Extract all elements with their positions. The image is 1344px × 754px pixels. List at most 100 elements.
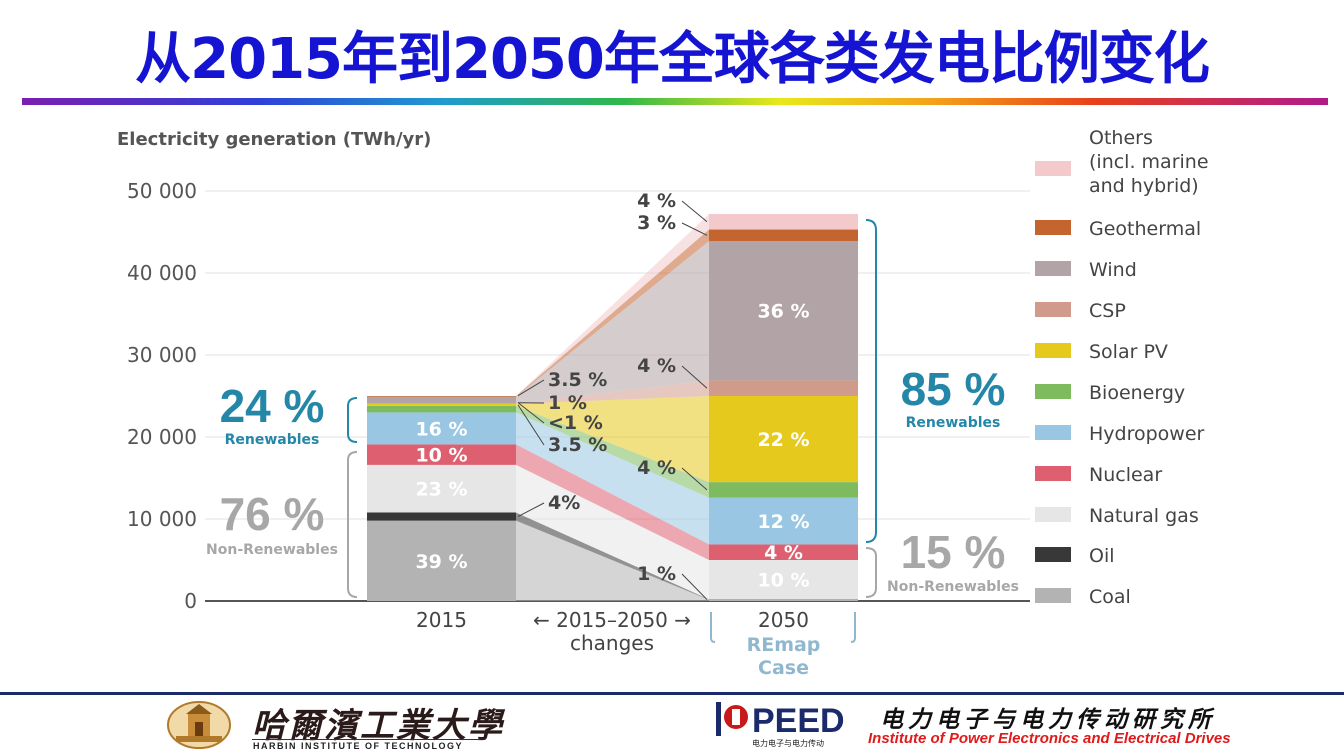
legend-label: Nuclear xyxy=(1089,464,1162,486)
transition-band xyxy=(516,405,709,498)
bar-2050-hydropower xyxy=(709,497,858,545)
transition-band xyxy=(516,380,709,404)
share-label: Renewables xyxy=(906,415,1001,431)
callout-leader xyxy=(517,502,545,517)
bar-2050-others xyxy=(709,213,858,230)
data-label: 10 % xyxy=(415,445,467,467)
slide-title: 从2015年到2050年全球各类发电比例变化 xyxy=(135,27,1210,92)
legend-label: Oil xyxy=(1089,545,1115,567)
y-tick-label: 10 000 xyxy=(127,507,197,531)
data-label: 39 % xyxy=(415,551,467,573)
bar-2015-oil xyxy=(367,512,516,521)
legend-label: Hydropower xyxy=(1089,423,1205,445)
callout-leader xyxy=(681,222,708,236)
legend-label: Coal xyxy=(1089,586,1131,608)
transition-band xyxy=(516,512,709,600)
legend-label: Wind xyxy=(1089,259,1137,281)
legend-label: Solar PV xyxy=(1089,341,1168,363)
legend-label: (incl. marine xyxy=(1089,151,1209,173)
callout-label: 4 % xyxy=(637,457,676,479)
callout-leader xyxy=(681,365,708,389)
callout-leader xyxy=(517,402,545,424)
legend-label: Geothermal xyxy=(1089,218,1201,240)
legend-swatch-hydropower xyxy=(1035,425,1071,440)
callout-label: 4 % xyxy=(637,355,676,377)
bar-2015-geothermal xyxy=(367,396,516,397)
share-label: Renewables xyxy=(225,432,320,448)
transition-band xyxy=(516,412,709,545)
transition-band xyxy=(516,229,709,397)
callout-leader xyxy=(681,200,708,223)
legend-swatch-geothermal xyxy=(1035,220,1071,235)
callout-label: 3 % xyxy=(637,212,676,234)
legend-swatch-oil xyxy=(1035,547,1071,562)
data-label: 12 % xyxy=(757,511,809,533)
callout-leader xyxy=(517,404,545,446)
data-label: 36 % xyxy=(757,301,809,323)
renewables-bracket-2050 xyxy=(865,219,877,543)
x-changes-label: changes xyxy=(570,631,654,655)
legend-swatch-natural_gas xyxy=(1035,507,1071,522)
y-tick-label: 20 000 xyxy=(127,425,197,449)
bar-2050-coal xyxy=(709,599,858,601)
share-label: Non-Renewables xyxy=(206,542,338,558)
legend-label: and hybrid) xyxy=(1089,175,1199,197)
electricity-chart: Electricity generation (TWh/yr) 50 000 40 … xyxy=(117,127,1209,679)
bar-2050-csp xyxy=(709,380,858,396)
institute-name-en: Institute of Power Electronics and Elect… xyxy=(868,730,1231,747)
y-tick-label: 40 000 xyxy=(127,261,197,285)
callout-label: 3.5 % xyxy=(548,369,607,391)
peed-subtext: 电力电子与电力传动 xyxy=(752,739,824,748)
bar-2050-solar_pv xyxy=(709,396,858,483)
callout-leader xyxy=(681,467,708,491)
y-tick-label: 0 xyxy=(184,589,197,613)
remap-bracket xyxy=(710,612,856,643)
bar-2050-natural_gas xyxy=(709,560,858,600)
remap-label: REmap xyxy=(747,634,821,656)
data-label: 23 % xyxy=(415,479,467,501)
share-value: 24 % xyxy=(220,380,325,432)
peed-logo: PEED xyxy=(716,702,845,740)
non-renewables-bracket-2050 xyxy=(865,547,877,598)
transition-band xyxy=(516,520,709,601)
legend-swatch-nuclear xyxy=(1035,466,1071,481)
callout-label: 3.5 % xyxy=(548,434,607,456)
x-changes-label: ← 2015–2050 → xyxy=(533,608,691,632)
y-tick-label: 50 000 xyxy=(127,179,197,203)
legend-swatch-solar_pv xyxy=(1035,343,1071,358)
chart-title: Electricity generation (TWh/yr) xyxy=(117,129,431,150)
legend-label: Bioenergy xyxy=(1089,382,1185,404)
bar-2050-bioenergy xyxy=(709,482,858,498)
bar-2050-wind xyxy=(709,241,858,381)
hit-emblem-icon xyxy=(167,701,231,749)
transition-band xyxy=(516,444,709,560)
share-value: 85 % xyxy=(901,363,1006,415)
transition-band xyxy=(516,241,709,404)
legend-swatch-others xyxy=(1035,161,1071,176)
peed-logo-text: PEED xyxy=(752,702,845,740)
legend-swatch-csp xyxy=(1035,302,1071,317)
bar-2015-natural_gas xyxy=(367,464,516,513)
footer-divider xyxy=(0,692,1344,695)
bar-2015-hydropower xyxy=(367,412,516,445)
x-category-label: 2050 xyxy=(758,608,809,632)
callout-leader xyxy=(517,379,545,397)
legend-swatch-coal xyxy=(1035,588,1071,603)
legend-label: CSP xyxy=(1089,300,1126,322)
bar-2015-bioenergy xyxy=(367,405,516,413)
bar-2050-nuclear xyxy=(709,544,858,560)
transition-band xyxy=(516,464,709,600)
university-name-en: HARBIN INSTITUTE OF TECHNOLOGY xyxy=(253,741,463,751)
data-label: 22 % xyxy=(757,429,809,451)
share-value: 15 % xyxy=(901,526,1006,578)
callout-label: 4 % xyxy=(637,190,676,212)
data-label: 4 % xyxy=(764,542,803,564)
x-category-label: 2015 xyxy=(416,608,467,632)
transition-band xyxy=(516,213,709,396)
y-tick-label: 30 000 xyxy=(127,343,197,367)
legend-swatch-wind xyxy=(1035,261,1071,276)
legend-swatch-bioenergy xyxy=(1035,384,1071,399)
callout-label: 1 % xyxy=(637,563,676,585)
title-divider xyxy=(22,98,1328,105)
legend-label: Natural gas xyxy=(1089,505,1199,527)
